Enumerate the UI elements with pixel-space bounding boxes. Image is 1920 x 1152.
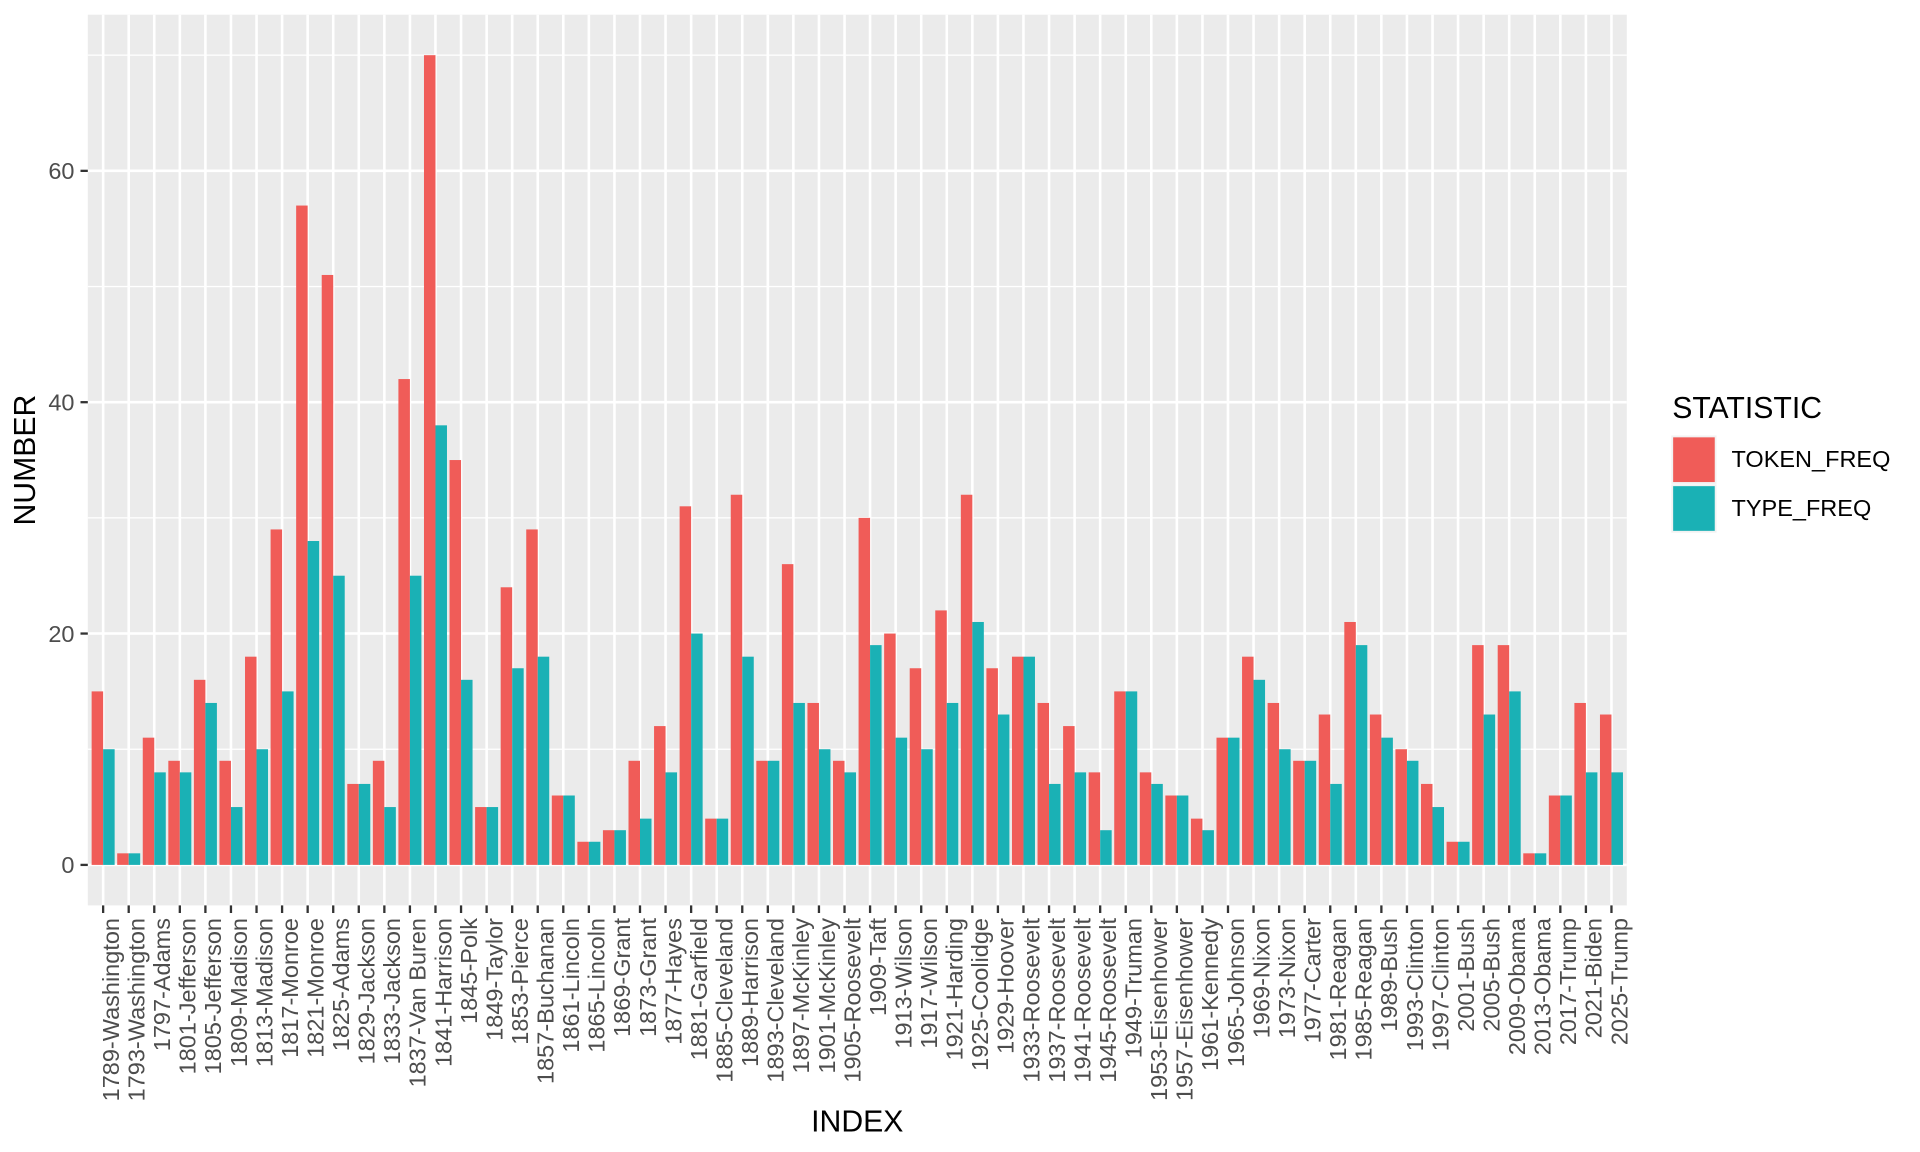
svg-text:1953-Eisenhower: 1953-Eisenhower — [1146, 918, 1172, 1101]
svg-text:1981-Reagan: 1981-Reagan — [1325, 918, 1351, 1060]
svg-text:1997-Clinton: 1997-Clinton — [1427, 918, 1453, 1051]
svg-text:STATISTIC: STATISTIC — [1672, 392, 1822, 425]
svg-text:1937-Roosevelt: 1937-Roosevelt — [1044, 918, 1070, 1083]
svg-text:2021-Biden: 2021-Biden — [1581, 918, 1607, 1038]
svg-text:1993-Clinton: 1993-Clinton — [1402, 918, 1428, 1051]
svg-text:2005-Bush: 2005-Bush — [1478, 918, 1504, 1032]
svg-text:1921-Harding: 1921-Harding — [942, 918, 968, 1060]
svg-text:1929-Hoover: 1929-Hoover — [993, 918, 1019, 1054]
svg-text:1901-McKinley: 1901-McKinley — [814, 918, 840, 1074]
svg-text:1797-Adams: 1797-Adams — [149, 918, 175, 1051]
svg-text:1833-Jackson: 1833-Jackson — [379, 918, 405, 1064]
svg-text:1881-Garfield: 1881-Garfield — [686, 918, 712, 1060]
svg-text:1965-Johnson: 1965-Johnson — [1223, 918, 1249, 1067]
svg-text:1829-Jackson: 1829-Jackson — [354, 918, 380, 1064]
svg-text:1889-Harrison: 1889-Harrison — [737, 918, 763, 1067]
svg-text:2025-Trump: 2025-Trump — [1606, 918, 1632, 1045]
svg-text:1869-Grant: 1869-Grant — [609, 918, 635, 1037]
svg-text:1893-Cleveland: 1893-Cleveland — [763, 918, 789, 1083]
svg-text:60: 60 — [48, 158, 74, 184]
svg-text:TOKEN_FREQ: TOKEN_FREQ — [1732, 446, 1891, 472]
svg-text:1877-Hayes: 1877-Hayes — [660, 918, 686, 1045]
svg-text:1913-Wilson: 1913-Wilson — [890, 918, 916, 1049]
svg-text:1933-Roosevelt: 1933-Roosevelt — [1018, 918, 1044, 1083]
svg-text:1989-Bush: 1989-Bush — [1376, 918, 1402, 1032]
svg-text:1837-Van Buren: 1837-Van Buren — [405, 918, 431, 1087]
svg-text:1809-Madison: 1809-Madison — [226, 918, 252, 1067]
svg-text:1945-Roosevelt: 1945-Roosevelt — [1095, 918, 1121, 1083]
svg-text:20: 20 — [48, 621, 74, 647]
svg-text:NUMBER: NUMBER — [9, 395, 42, 526]
svg-text:2001-Bush: 2001-Bush — [1453, 918, 1479, 1032]
svg-text:2017-Trump: 2017-Trump — [1555, 918, 1581, 1045]
svg-text:1885-Cleveland: 1885-Cleveland — [711, 918, 737, 1083]
svg-text:1789-Washington: 1789-Washington — [98, 918, 124, 1101]
svg-text:1849-Taylor: 1849-Taylor — [481, 918, 507, 1041]
svg-text:1865-Lincoln: 1865-Lincoln — [584, 918, 610, 1053]
svg-text:1853-Pierce: 1853-Pierce — [507, 918, 533, 1045]
svg-text:INDEX: INDEX — [811, 1106, 903, 1139]
svg-text:1985-Reagan: 1985-Reagan — [1351, 918, 1377, 1060]
svg-text:1977-Carter: 1977-Carter — [1299, 918, 1325, 1044]
svg-text:1941-Roosevelt: 1941-Roosevelt — [1069, 918, 1095, 1083]
svg-text:1841-Harrison: 1841-Harrison — [430, 918, 456, 1067]
svg-text:1949-Truman: 1949-Truman — [1121, 918, 1147, 1058]
svg-text:1897-McKinley: 1897-McKinley — [788, 918, 814, 1074]
svg-text:1857-Buchanan: 1857-Buchanan — [533, 918, 559, 1084]
svg-text:1917-Wilson: 1917-Wilson — [916, 918, 942, 1049]
svg-text:1793-Washington: 1793-Washington — [124, 918, 150, 1101]
svg-text:0: 0 — [61, 852, 74, 878]
svg-text:1925-Coolidge: 1925-Coolidge — [967, 918, 993, 1071]
svg-text:1909-Taft: 1909-Taft — [865, 918, 891, 1016]
svg-text:1801-Jefferson: 1801-Jefferson — [175, 918, 201, 1074]
svg-text:1957-Eisenhower: 1957-Eisenhower — [1172, 918, 1198, 1101]
svg-text:1973-Nixon: 1973-Nixon — [1274, 918, 1300, 1038]
svg-text:1825-Adams: 1825-Adams — [328, 918, 354, 1051]
svg-text:1805-Jefferson: 1805-Jefferson — [200, 918, 226, 1074]
svg-text:1961-Kennedy: 1961-Kennedy — [1197, 918, 1223, 1071]
svg-text:1845-Polk: 1845-Polk — [456, 918, 482, 1024]
svg-text:TYPE_FREQ: TYPE_FREQ — [1732, 495, 1872, 521]
svg-text:1817-Monroe: 1817-Monroe — [277, 918, 303, 1058]
svg-text:40: 40 — [48, 390, 74, 416]
svg-text:1813-Madison: 1813-Madison — [251, 918, 277, 1067]
svg-text:2009-Obama: 2009-Obama — [1504, 917, 1530, 1055]
svg-text:2013-Obama: 2013-Obama — [1530, 917, 1556, 1055]
svg-text:1861-Lincoln: 1861-Lincoln — [558, 918, 584, 1053]
svg-text:1821-Monroe: 1821-Monroe — [302, 918, 328, 1058]
svg-text:1905-Roosevelt: 1905-Roosevelt — [839, 918, 865, 1083]
svg-text:1873-Grant: 1873-Grant — [635, 918, 661, 1037]
svg-text:1969-Nixon: 1969-Nixon — [1248, 918, 1274, 1038]
